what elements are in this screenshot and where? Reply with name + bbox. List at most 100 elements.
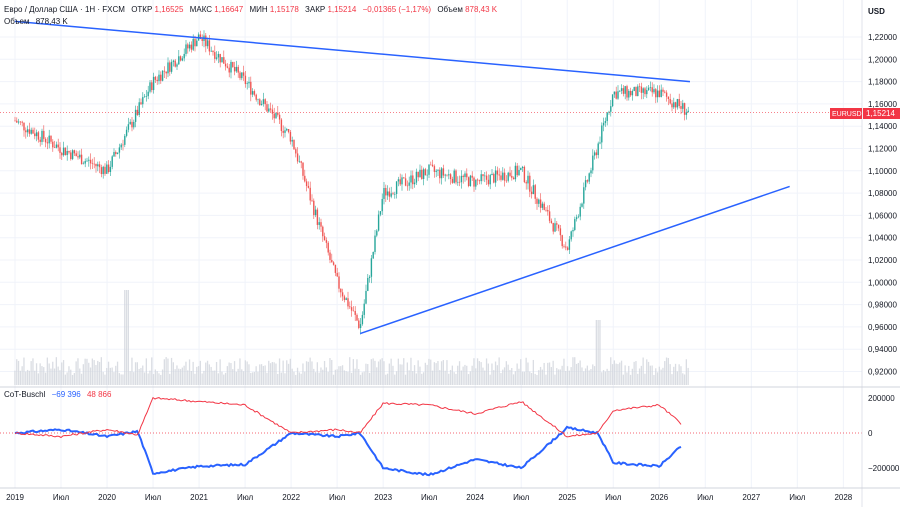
candle-body: [640, 86, 643, 93]
candle-body: [55, 144, 58, 148]
low-value: 1,15178: [270, 5, 299, 14]
open-label: ОТКР: [131, 5, 152, 14]
candle-body: [289, 132, 292, 142]
candle-body: [300, 161, 302, 163]
candle-body: [453, 170, 455, 183]
volume-bar: [496, 365, 498, 385]
volume-bar: [451, 365, 453, 385]
candle-body: [556, 223, 558, 225]
time-axis[interactable]: 2019 Июл 2020 Июл 2021 Июл 2022 Июл 2023 Июл 2024 И…: [6, 493, 853, 502]
candle-body: [593, 152, 596, 156]
candle-body: [417, 171, 419, 178]
volume-bar: [597, 320, 599, 385]
candle-body: [208, 40, 211, 52]
cot-value2: 48 866: [87, 390, 112, 399]
volume-bar: [584, 368, 587, 385]
volume-bar: [620, 360, 623, 385]
volume-bar: [446, 360, 448, 385]
volume-bar: [676, 371, 678, 385]
candle-body: [322, 226, 324, 237]
volume-bar: [214, 370, 216, 385]
trendlines[interactable]: [14, 20, 790, 335]
volume-bar: [68, 366, 70, 385]
candle-body: [336, 272, 338, 277]
volume-bar: [534, 373, 536, 385]
price-axis[interactable]: 1,22000 1,20000 1,18000 1,16000 1,14000 1,120…: [868, 33, 897, 377]
volume-legend[interactable]: Объем 878,43 K: [4, 17, 68, 26]
candle-body: [98, 164, 101, 168]
volume-bar: [541, 369, 543, 385]
candle-body: [88, 159, 90, 161]
candle-body: [561, 235, 563, 247]
volume-bar: [588, 370, 590, 385]
volume-bar: [71, 374, 74, 385]
candle-body: [250, 81, 252, 95]
cot-tick-label: 200000: [868, 394, 895, 403]
candle-body: [84, 161, 86, 164]
volume-bar: [653, 374, 655, 385]
volume-bar: [271, 362, 273, 385]
candle-body: [165, 71, 167, 74]
candle-body: [502, 172, 504, 180]
volume-bar: [682, 373, 684, 385]
candle-body: [394, 193, 396, 195]
candle-body: [586, 180, 589, 182]
candle-body: [381, 198, 383, 212]
volume-bar: [295, 374, 297, 385]
candle-body: [304, 175, 306, 182]
volume-bar: [26, 369, 29, 385]
volume-bar: [91, 358, 93, 385]
volume-bar: [208, 364, 210, 385]
volume-bar: [102, 371, 104, 385]
volume-bar: [376, 367, 378, 385]
candle-body: [493, 173, 495, 183]
volume-bar: [518, 368, 520, 385]
candle-body: [149, 82, 151, 92]
volume-bar: [334, 369, 336, 385]
candle-body: [415, 171, 418, 183]
currency-label[interactable]: USD: [868, 7, 885, 16]
candle-body: [305, 181, 308, 186]
volume-bar: [165, 357, 167, 385]
candle-body: [669, 99, 671, 104]
volume-bar: [413, 365, 416, 385]
candle-body: [365, 290, 367, 304]
candle-body: [80, 154, 83, 165]
candle-body: [388, 191, 391, 197]
price-tick-label: 1,14000: [868, 122, 897, 131]
candle-body: [122, 144, 124, 146]
volume-bar: [104, 374, 106, 385]
symbol-legend[interactable]: Евро / Доллар США · 1Н · FXCM ОТКР 1,165…: [4, 5, 498, 14]
candle-body: [412, 175, 414, 185]
volume-bar: [59, 370, 61, 385]
volume-bar: [507, 364, 509, 385]
candle-body: [241, 72, 243, 79]
volume-bar: [16, 359, 18, 385]
volume-bar: [318, 372, 320, 385]
volume-bar: [98, 362, 101, 385]
candle-body: [278, 114, 281, 120]
volume-bar: [615, 363, 617, 385]
candle-body: [664, 91, 666, 93]
candle-body: [246, 83, 248, 85]
candle-body: [658, 90, 661, 98]
candle-body: [286, 129, 288, 131]
volume-bar: [595, 320, 597, 385]
candle-body: [617, 91, 619, 99]
volume-bar: [674, 363, 677, 385]
volume-bar: [559, 369, 561, 385]
volume-bar: [66, 372, 68, 385]
candle-body: [527, 175, 529, 184]
volume-bar: [655, 368, 657, 385]
volume-bar: [502, 369, 504, 385]
volume-bar: [554, 374, 556, 385]
cot-legend[interactable]: CoT-Buschl −69 396 48 866: [4, 390, 112, 399]
candle-body: [446, 174, 448, 176]
candle-body: [235, 66, 238, 72]
candle-body: [28, 129, 31, 134]
volume-bar: [34, 370, 36, 385]
volume-bar: [471, 365, 473, 385]
volume-bar: [395, 371, 398, 385]
candle-body: [482, 174, 484, 177]
